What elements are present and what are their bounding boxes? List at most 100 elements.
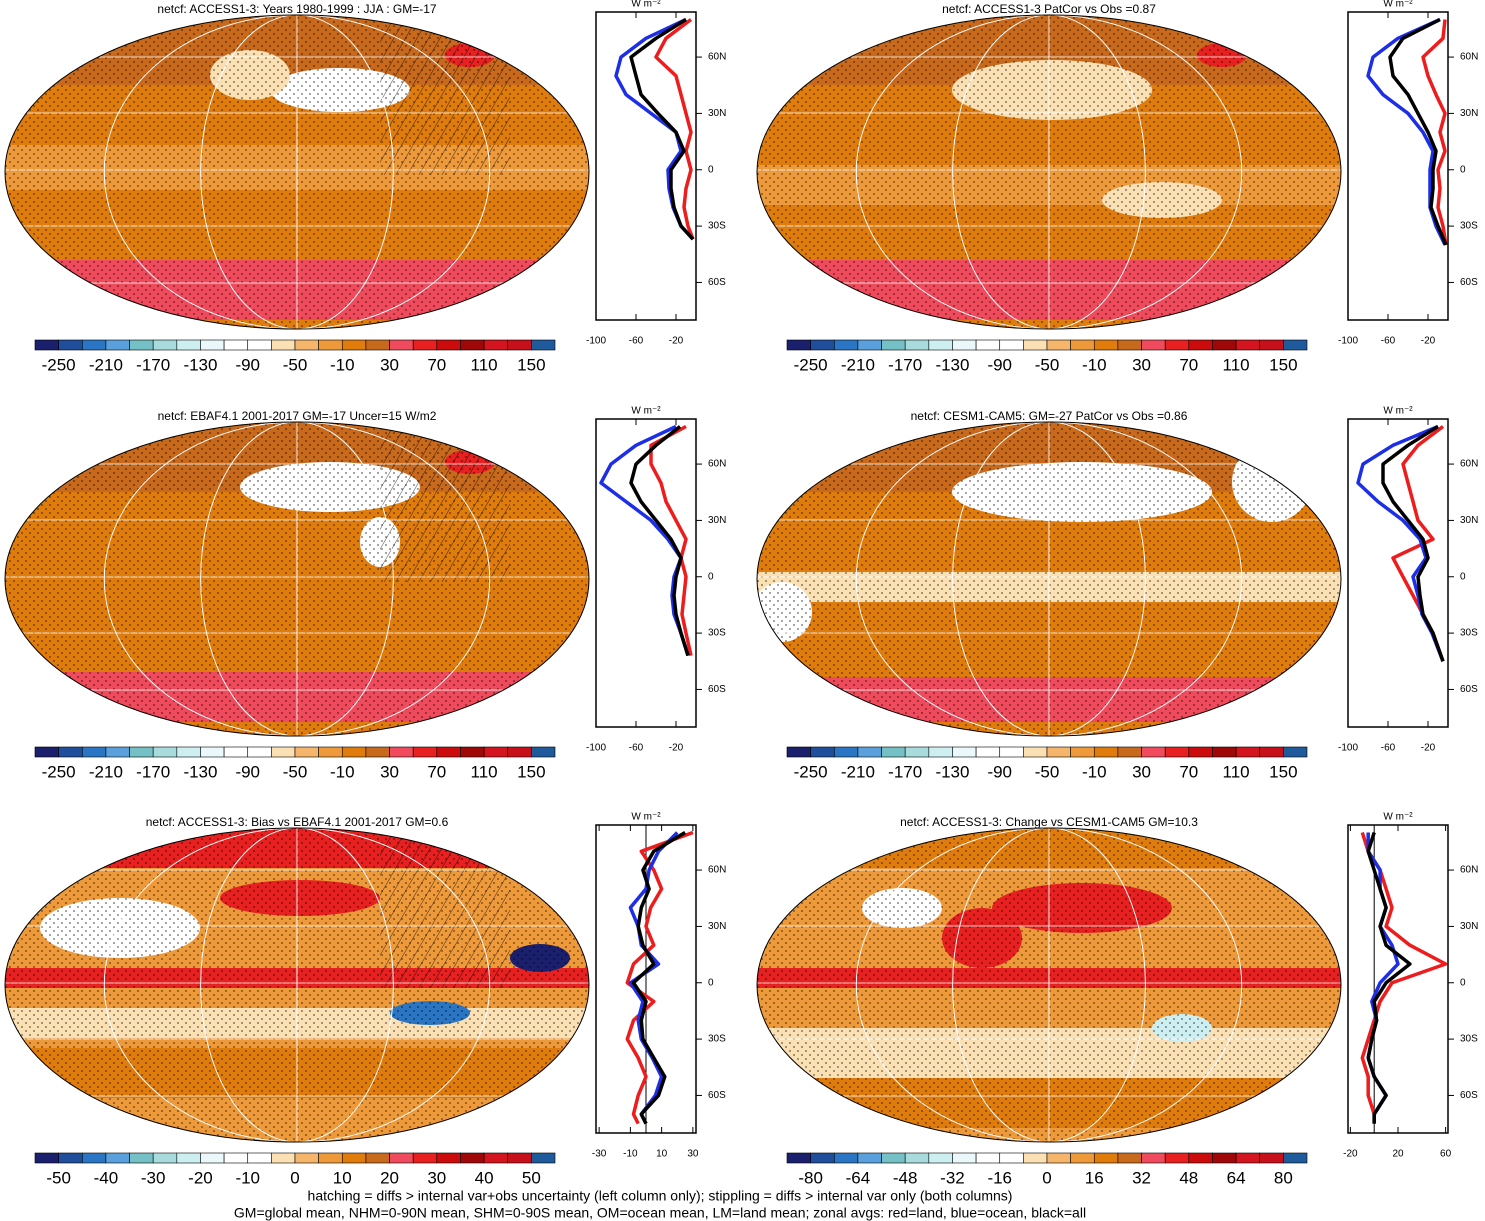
colorbar-box (294, 339, 319, 351)
colorbar-box (786, 746, 811, 758)
colorbar-box (460, 746, 485, 758)
colorbar-box (952, 746, 977, 758)
y-tick-label: 30S (708, 221, 726, 232)
y-tick-label: 30N (1460, 108, 1478, 119)
x-tick-label: -20 (669, 336, 684, 347)
y-tick-label: 60S (1460, 1090, 1478, 1101)
colorbar-label: -170 (888, 762, 922, 781)
colorbar-label: 110 (1223, 762, 1250, 781)
colorbar-box (507, 1152, 532, 1164)
colorbar-box (1046, 1152, 1071, 1164)
footnote: GM=global mean, NHM=0-90N mean, SHM=0-90… (234, 1205, 1086, 1221)
colorbar-box (200, 746, 225, 758)
x-tick-label: -20 (669, 743, 684, 754)
colorbar-label: -90 (987, 355, 1012, 374)
colorbar-box (1070, 1152, 1095, 1164)
colorbar-box (389, 339, 414, 351)
colorbar-label: 64 (1227, 1168, 1246, 1187)
y-tick-label: 60S (708, 1090, 726, 1101)
colorbar-box (975, 339, 1001, 351)
colorbar-label: -40 (94, 1168, 119, 1187)
zonal-line (1360, 831, 1448, 1124)
colorbar-box (271, 746, 296, 758)
zonal-line (614, 17, 695, 241)
colorbar-box (105, 746, 130, 758)
colorbar-box (1259, 1152, 1284, 1164)
colorbar-label: 80 (1274, 1168, 1293, 1187)
colorbar-box (952, 339, 977, 351)
zonal-line (1366, 831, 1412, 1124)
axis-label: W m⁻² (631, 0, 661, 10)
colorbar-label: -170 (136, 762, 170, 781)
map (756, 14, 1342, 330)
colorbar-label: 150 (1269, 355, 1297, 374)
colorbar-box (1188, 1152, 1213, 1164)
colorbar-label: 110 (471, 355, 498, 374)
colorbar-box (507, 339, 532, 351)
colorbar-box (928, 746, 953, 758)
colorbar-label: -250 (794, 762, 828, 781)
colorbar-label: 16 (1085, 1168, 1104, 1187)
colorbar-label: -10 (1082, 762, 1107, 781)
plot-frame (1347, 11, 1449, 321)
colorbar-box (1046, 339, 1071, 351)
zonal-line (1388, 17, 1448, 246)
colorbar-box (1093, 1152, 1119, 1164)
colorbar-box (105, 339, 130, 351)
y-tick-label: 30N (1460, 921, 1478, 932)
colorbar-box (810, 1152, 835, 1164)
colorbar-label: -170 (136, 355, 170, 374)
colorbar-box (1070, 339, 1095, 351)
x-tick-label: 20 (1392, 1149, 1404, 1160)
colorbar-box (483, 339, 509, 351)
y-tick-label: 60S (1460, 277, 1478, 288)
x-tick-label: -60 (629, 336, 644, 347)
colorbar-label: 150 (1269, 762, 1297, 781)
colorbar-box (1235, 1152, 1261, 1164)
colorbar-box (129, 746, 154, 758)
colorbar-box (318, 1152, 343, 1164)
colorbar-box (152, 746, 178, 758)
plot-frame (595, 418, 697, 728)
y-tick-label: 30S (1460, 628, 1478, 639)
colorbar-label: -250 (794, 355, 828, 374)
colorbar-box (341, 746, 367, 758)
colorbar-label: -10 (330, 355, 355, 374)
colorbar-box (531, 1152, 556, 1164)
colorbar-label: -210 (841, 762, 875, 781)
colorbar-box (271, 339, 296, 351)
colorbar-label: 30 (1132, 355, 1151, 374)
colorbar-box (1283, 339, 1308, 351)
panel: netcf: ACCESS1-3: Years 1980-1999 : JJA … (4, 0, 726, 374)
colorbar-box (200, 1152, 225, 1164)
colorbar-box (1093, 339, 1119, 351)
panel: netcf: ACCESS1-3: Change vs CESM1-CAM5 G… (756, 812, 1478, 1187)
colorbar-box (1212, 1152, 1237, 1164)
colorbar-label: 70 (427, 762, 446, 781)
x-tick-label: 60 (1440, 1149, 1452, 1160)
colorbar-box (436, 746, 461, 758)
colorbar-label: 30 (1132, 762, 1151, 781)
zonal-line (1421, 19, 1448, 246)
colorbar-box (1188, 746, 1213, 758)
panel-title: netcf: CESM1-CAM5: GM=-27 PatCor vs Obs … (911, 409, 1188, 423)
colorbar-label: 150 (517, 355, 545, 374)
colorbar-box (412, 746, 438, 758)
y-tick-label: 0 (1460, 571, 1466, 582)
colorbar-label: -50 (283, 355, 308, 374)
panel-title: netcf: ACCESS1-3: Bias vs EBAF4.1 2001-2… (146, 815, 449, 829)
zonal-line (1391, 425, 1445, 662)
colorbar-label: -250 (42, 762, 76, 781)
x-tick-label: -100 (586, 336, 606, 347)
axis-label: W m⁻² (631, 812, 661, 823)
x-tick-label: 30 (687, 1149, 699, 1160)
x-tick-label: -100 (586, 743, 606, 754)
colorbar-label: -10 (330, 762, 355, 781)
y-tick-label: 60N (1460, 865, 1478, 876)
colorbar-label: 10 (333, 1168, 352, 1187)
footnote: hatching = diffs > internal var+obs unce… (308, 1188, 1013, 1204)
colorbar-box (176, 746, 201, 758)
colorbar-box (223, 746, 249, 758)
colorbar-box (1141, 746, 1166, 758)
colorbar-label: -50 (283, 762, 308, 781)
